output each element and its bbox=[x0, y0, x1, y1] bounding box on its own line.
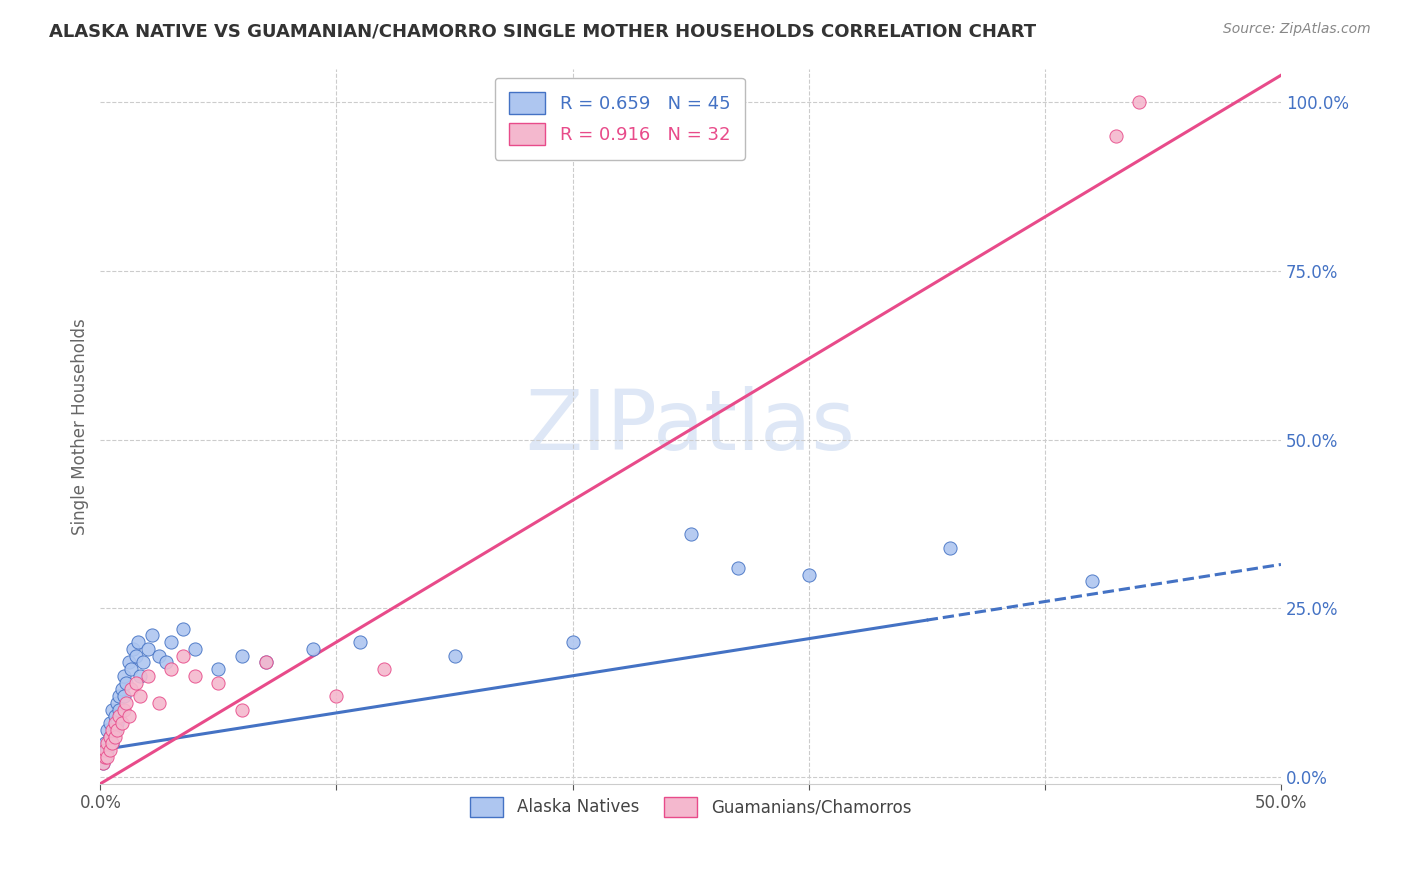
Point bbox=[96, 736, 118, 750]
Point bbox=[110, 716, 132, 731]
Point bbox=[136, 641, 159, 656]
Point bbox=[98, 716, 121, 731]
Point bbox=[148, 648, 170, 663]
Point bbox=[120, 662, 142, 676]
Point bbox=[132, 655, 155, 669]
Point bbox=[122, 641, 145, 656]
Point bbox=[1105, 128, 1128, 143]
Point bbox=[108, 702, 131, 716]
Point bbox=[443, 648, 465, 663]
Point bbox=[108, 689, 131, 703]
Point bbox=[125, 648, 148, 663]
Point bbox=[172, 622, 194, 636]
Point bbox=[98, 743, 121, 757]
Point bbox=[254, 655, 277, 669]
Point bbox=[1081, 574, 1104, 589]
Point bbox=[349, 635, 371, 649]
Point bbox=[231, 648, 253, 663]
Legend: Alaska Natives, Guamanians/Chamorros: Alaska Natives, Guamanians/Chamorros bbox=[461, 789, 920, 825]
Text: ZIPatlas: ZIPatlas bbox=[526, 385, 856, 467]
Text: ALASKA NATIVE VS GUAMANIAN/CHAMORRO SINGLE MOTHER HOUSEHOLDS CORRELATION CHART: ALASKA NATIVE VS GUAMANIAN/CHAMORRO SING… bbox=[49, 22, 1036, 40]
Point bbox=[561, 635, 583, 649]
Point bbox=[94, 743, 117, 757]
Point bbox=[160, 635, 183, 649]
Point bbox=[797, 567, 820, 582]
Point bbox=[302, 641, 325, 656]
Point bbox=[136, 669, 159, 683]
Point bbox=[184, 669, 207, 683]
Point bbox=[91, 756, 114, 771]
Point bbox=[98, 730, 121, 744]
Point bbox=[141, 628, 163, 642]
Point bbox=[231, 702, 253, 716]
Point bbox=[103, 709, 125, 723]
Point bbox=[101, 702, 124, 716]
Point bbox=[91, 756, 114, 771]
Point bbox=[160, 662, 183, 676]
Point bbox=[118, 655, 141, 669]
Point bbox=[115, 675, 138, 690]
Point bbox=[254, 655, 277, 669]
Point bbox=[172, 648, 194, 663]
Point bbox=[184, 641, 207, 656]
Y-axis label: Single Mother Households: Single Mother Households bbox=[72, 318, 89, 534]
Point bbox=[112, 702, 135, 716]
Point bbox=[1128, 95, 1150, 110]
Point bbox=[103, 723, 125, 737]
Point bbox=[125, 675, 148, 690]
Point bbox=[110, 682, 132, 697]
Point bbox=[939, 541, 962, 555]
Point bbox=[118, 709, 141, 723]
Point bbox=[96, 749, 118, 764]
Point bbox=[94, 736, 117, 750]
Point bbox=[103, 730, 125, 744]
Point bbox=[112, 689, 135, 703]
Point bbox=[127, 635, 149, 649]
Point bbox=[96, 723, 118, 737]
Point bbox=[105, 696, 128, 710]
Point bbox=[129, 669, 152, 683]
Point bbox=[112, 669, 135, 683]
Text: Source: ZipAtlas.com: Source: ZipAtlas.com bbox=[1223, 22, 1371, 37]
Point bbox=[115, 696, 138, 710]
Point bbox=[207, 675, 229, 690]
Point bbox=[94, 749, 117, 764]
Point bbox=[105, 716, 128, 731]
Point bbox=[325, 689, 347, 703]
Point bbox=[679, 527, 702, 541]
Point bbox=[108, 709, 131, 723]
Point bbox=[98, 730, 121, 744]
Point bbox=[148, 696, 170, 710]
Point bbox=[155, 655, 177, 669]
Point bbox=[101, 736, 124, 750]
Point bbox=[207, 662, 229, 676]
Point bbox=[727, 561, 749, 575]
Point bbox=[96, 743, 118, 757]
Point bbox=[120, 682, 142, 697]
Point bbox=[129, 689, 152, 703]
Point bbox=[101, 736, 124, 750]
Point bbox=[101, 723, 124, 737]
Point bbox=[103, 716, 125, 731]
Point bbox=[105, 723, 128, 737]
Point bbox=[373, 662, 395, 676]
Point bbox=[94, 749, 117, 764]
